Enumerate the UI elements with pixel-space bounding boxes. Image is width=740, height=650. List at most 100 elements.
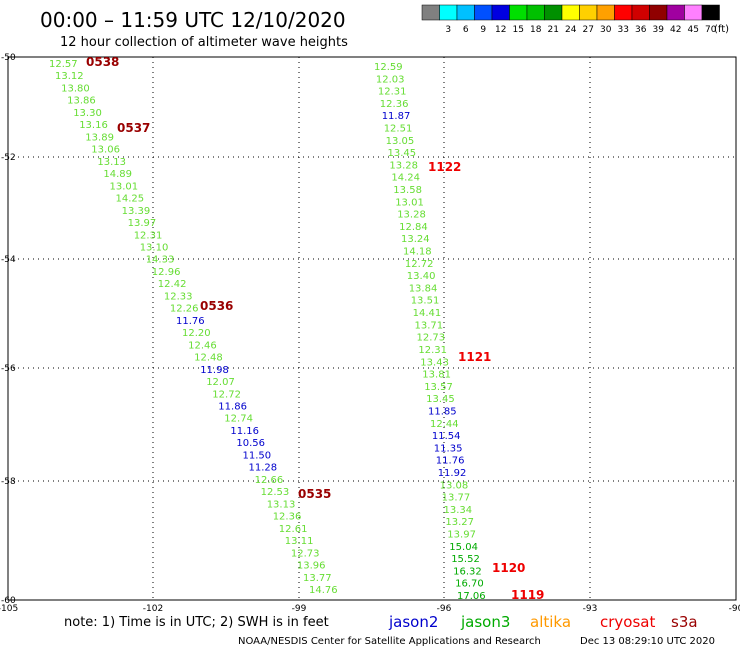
- legend-swatch-label: 36: [635, 25, 647, 35]
- wave-height-value: 12.36: [273, 512, 302, 523]
- wave-height-value: 13.06: [91, 145, 120, 156]
- legend-swatch-label: 18: [530, 25, 542, 35]
- wave-height-value: 13.24: [401, 234, 430, 245]
- satellite-legend-cryosat: cryosat: [600, 613, 655, 631]
- wave-height-value: 13.84: [409, 283, 438, 294]
- legend-swatch: [439, 4, 458, 21]
- legend-swatch-label: 30: [600, 25, 612, 35]
- wave-height-value: 16.70: [455, 579, 484, 590]
- wave-height-value: 13.58: [393, 185, 422, 196]
- wave-height-value: 12.96: [152, 267, 181, 278]
- wave-height-value: 11.54: [432, 431, 461, 442]
- wave-height-value: 12.72: [405, 259, 434, 270]
- latitude-tick-label: -54: [1, 255, 16, 265]
- wave-height-value: 12.53: [261, 487, 290, 498]
- wave-height-value: 13.51: [411, 296, 440, 307]
- wave-height-value: 11.50: [243, 450, 272, 461]
- wave-height-value: 11.35: [434, 443, 463, 454]
- color-legend: 3 6 9 12 15 18 21 24 27 30 33 36 39 42 45 70: [421, 4, 720, 35]
- wave-height-value: 11.98: [200, 365, 229, 376]
- wave-height-value: 11.92: [438, 468, 467, 479]
- legend-swatch: [631, 4, 650, 21]
- wave-height-value: 13.80: [61, 84, 90, 95]
- wave-height-value: 12.59: [374, 62, 403, 73]
- wave-height-value: 12.31: [418, 345, 447, 356]
- wave-height-value: 17.06: [457, 591, 486, 602]
- legend-swatch: [474, 4, 493, 21]
- wave-height-value: 12.51: [384, 124, 413, 135]
- wave-height-value: 13.40: [407, 271, 436, 282]
- pass-time-labels: 0538 0537 0536 0535 1122 1121 1120 1119: [86, 55, 544, 602]
- pass-time-label: 0536: [200, 299, 233, 313]
- wave-height-value: 13.77: [303, 573, 332, 584]
- pass-time-label: 1121: [458, 350, 491, 364]
- latitude-tick-label: -56: [1, 364, 16, 374]
- wave-height-value: 13.13: [97, 157, 126, 168]
- legend-swatch-label: 6: [463, 25, 469, 35]
- wave-height-value: 13.08: [440, 480, 469, 491]
- wave-height-value: 14.41: [413, 308, 442, 319]
- legend-swatch: [544, 4, 563, 21]
- wave-height-value: 12.36: [380, 99, 409, 110]
- latitude-ticks: -50 -52 -54 -56 -58 -60: [1, 53, 16, 606]
- legend-swatch: [614, 4, 633, 21]
- legend-swatch-label: 45: [688, 25, 699, 35]
- wave-height-value: 11.76: [176, 316, 205, 327]
- legend-swatch-label: 27: [583, 25, 594, 35]
- plot-frame: [7, 56, 737, 601]
- wave-height-value: 14.76: [309, 585, 338, 596]
- legend-unit-label: (ft): [714, 24, 729, 35]
- pass-time-label: 0538: [86, 55, 119, 69]
- longitude-tick-label: -90: [729, 604, 740, 614]
- wave-height-value: 12.46: [188, 340, 217, 351]
- wave-height-value: 12.03: [376, 74, 405, 85]
- wave-height-value: 16.32: [453, 566, 482, 577]
- wave-height-value: 12.61: [279, 524, 308, 535]
- pass-time-label: 1120: [492, 561, 525, 575]
- longitude-ticks: -105 -102 -99 -96 -93 -90: [0, 604, 740, 614]
- map-title: 00:00 – 11:59 UTC 12/10/2020: [40, 8, 346, 32]
- wave-height-value: 12.74: [224, 414, 253, 425]
- legend-swatch: [579, 4, 598, 21]
- pass-time-label: 1122: [428, 160, 461, 174]
- legend-swatch: [491, 4, 510, 21]
- wave-height-value: 13.30: [73, 108, 102, 119]
- longitude-tick-label: -99: [292, 604, 307, 614]
- wave-height-value: 12.73: [291, 548, 320, 559]
- legend-swatch-label: 12: [495, 25, 506, 35]
- pass-time-label: 1119: [511, 588, 544, 602]
- wave-height-value: 13.45: [426, 394, 455, 405]
- longitude-tick-label: -96: [437, 604, 452, 614]
- wave-height-value: 12.31: [134, 230, 163, 241]
- legend-swatch: [456, 4, 475, 21]
- wave-height-value: 11.16: [230, 426, 259, 437]
- wave-height-value: 13.97: [447, 530, 476, 541]
- wave-height-value: 13.71: [415, 320, 444, 331]
- wave-height-value: 11.85: [428, 407, 457, 418]
- wave-height-value: 14.89: [103, 169, 132, 180]
- wave-height-value: 11.76: [436, 456, 465, 467]
- legend-swatch: [509, 4, 528, 21]
- wave-height-value: 13.12: [55, 71, 84, 82]
- wave-height-value: 13.28: [397, 210, 426, 221]
- wave-height-value: 10.56: [236, 438, 265, 449]
- satellite-legend-jason2: jason2: [388, 613, 438, 631]
- wave-height-value: 13.13: [267, 499, 296, 510]
- satellite-legend-jason3: jason3: [460, 613, 510, 631]
- wave-height-value: 13.77: [442, 493, 471, 504]
- legend-swatch: [684, 4, 703, 21]
- wave-height-value: 14.24: [391, 173, 420, 184]
- wave-height-value: 12.66: [255, 475, 284, 486]
- pass-time-label: 0537: [117, 121, 150, 135]
- wave-height-value: 14.33: [146, 255, 175, 266]
- wave-height-value: 12.07: [206, 377, 235, 388]
- satellite-legend-altika: altika: [530, 613, 571, 631]
- footer-credit: NOAA/NESDIS Center for Satellite Applica…: [238, 636, 541, 647]
- wave-height-value: 12.73: [417, 333, 446, 344]
- wave-height-value: 12.84: [399, 222, 428, 233]
- wave-height-value: 13.89: [85, 132, 114, 143]
- legend-swatch: [649, 4, 668, 21]
- legend-swatch-label: 9: [480, 25, 486, 35]
- wave-height-value: 13.05: [386, 136, 415, 147]
- wave-height-value: 13.28: [389, 160, 418, 171]
